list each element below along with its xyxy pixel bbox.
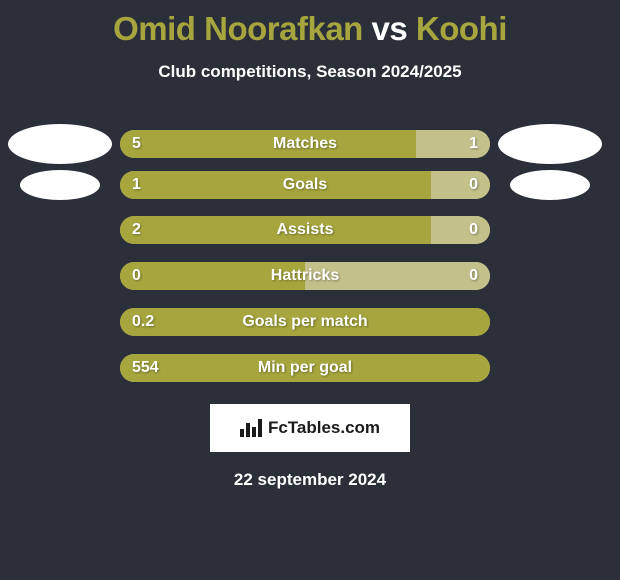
metric-right-value: 0 — [469, 221, 478, 239]
footer-badge: FcTables.com — [210, 404, 410, 452]
player-photo-left — [20, 170, 100, 200]
metric-label: Min per goal — [258, 359, 352, 377]
metric-left-value: 0 — [132, 267, 141, 285]
date-label: 22 september 2024 — [0, 470, 620, 490]
title-player2: Koohi — [416, 10, 507, 47]
metric-right-value: 0 — [469, 176, 478, 194]
subtitle: Club competitions, Season 2024/2025 — [0, 62, 620, 82]
bar-fill-left — [120, 216, 431, 244]
photo-cell-left — [0, 124, 120, 164]
chart-icon — [240, 419, 262, 437]
comparison-rows: 5 1 Matches 1 0 Goals 2 0 Assists 0 0 Hattricks 0.2 G… — [0, 124, 620, 382]
bar-fill-right — [416, 130, 490, 158]
photo-cell-left — [0, 170, 120, 200]
photo-cell-right — [490, 124, 610, 164]
photo-cell-right — [490, 170, 610, 200]
metric-row: 2 0 Assists — [0, 216, 620, 244]
metric-bar: 1 0 Goals — [120, 171, 490, 199]
bar-fill-left — [120, 130, 416, 158]
metric-label: Goals — [283, 176, 327, 194]
page-title: Omid Noorafkan vs Koohi — [0, 0, 620, 48]
metric-bar: 0 0 Hattricks — [120, 262, 490, 290]
metric-left-value: 554 — [132, 359, 159, 377]
metric-right-value: 0 — [469, 267, 478, 285]
metric-bar: 2 0 Assists — [120, 216, 490, 244]
metric-row: 0 0 Hattricks — [0, 262, 620, 290]
metric-row: 554 Min per goal — [0, 354, 620, 382]
metric-bar: 0.2 Goals per match — [120, 308, 490, 336]
metric-bar: 5 1 Matches — [120, 130, 490, 158]
bar-fill-right — [431, 171, 490, 199]
metric-row: 1 0 Goals — [0, 170, 620, 198]
metric-left-value: 2 — [132, 221, 141, 239]
metric-label: Matches — [273, 135, 337, 153]
metric-row: 0.2 Goals per match — [0, 308, 620, 336]
metric-label: Assists — [277, 221, 334, 239]
bar-fill-left — [120, 171, 431, 199]
footer-brand: FcTables.com — [268, 418, 380, 438]
player-photo-left — [8, 124, 112, 164]
title-player1: Omid Noorafkan — [113, 10, 363, 47]
metric-label: Goals per match — [242, 313, 367, 331]
player-photo-right — [510, 170, 590, 200]
metric-right-value: 1 — [469, 135, 478, 153]
metric-left-value: 1 — [132, 176, 141, 194]
metric-bar: 554 Min per goal — [120, 354, 490, 382]
title-vs: vs — [372, 10, 408, 47]
metric-label: Hattricks — [271, 267, 339, 285]
bar-fill-right — [431, 216, 490, 244]
player-photo-right — [498, 124, 602, 164]
metric-left-value: 0.2 — [132, 313, 154, 331]
metric-row: 5 1 Matches — [0, 124, 620, 152]
metric-left-value: 5 — [132, 135, 141, 153]
